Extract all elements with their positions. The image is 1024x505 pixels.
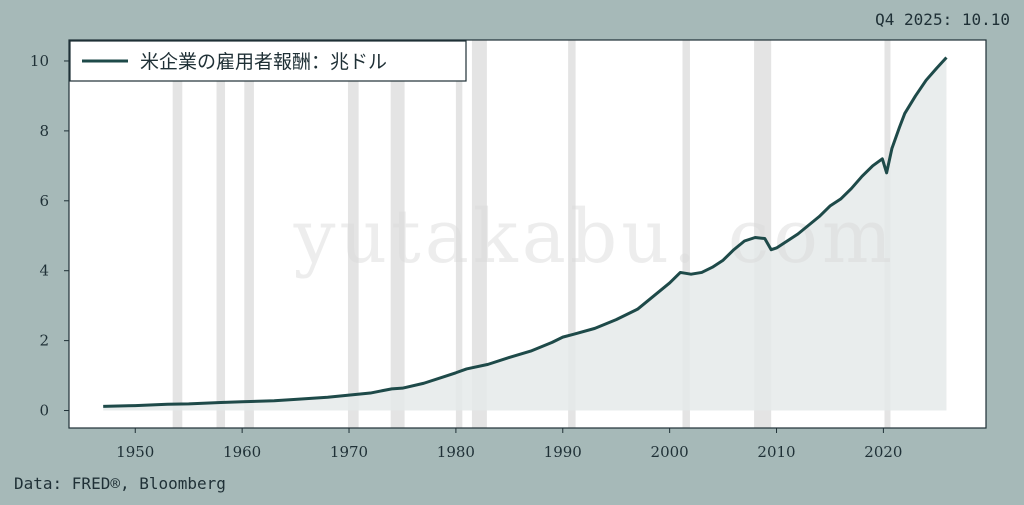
plot-frame bbox=[68, 39, 987, 429]
plot-area: yutakabu. com 0 2 4 6 8 10 1950 1960 1970 1980 1990… bbox=[30, 39, 987, 461]
recession-band bbox=[568, 40, 576, 428]
recession-band bbox=[216, 40, 226, 428]
watermark-text: yutakabu. com bbox=[293, 194, 897, 280]
x-tick-label: 1970 bbox=[330, 443, 368, 461]
x-tick-label: 2000 bbox=[651, 443, 689, 461]
y-tick-label: 10 bbox=[30, 52, 49, 70]
latest-value-label: Q4 2025: 10.10 bbox=[875, 10, 1010, 29]
x-tick-label: 2020 bbox=[864, 443, 902, 461]
recession-band bbox=[244, 40, 254, 428]
recession-band bbox=[455, 40, 463, 428]
recession-band bbox=[682, 40, 690, 428]
legend-label: 米企業の雇用者報酬：兆ドル bbox=[140, 51, 387, 73]
legend-box bbox=[69, 40, 467, 82]
series-area bbox=[103, 57, 947, 411]
y-tick-label: 6 bbox=[39, 192, 49, 210]
y-tick-label: 4 bbox=[39, 262, 49, 280]
series-line bbox=[103, 56, 948, 408]
x-tick-label: 2010 bbox=[757, 443, 795, 461]
y-tick-label: 8 bbox=[39, 122, 49, 140]
recession-band bbox=[390, 40, 405, 428]
x-tick-label: 1980 bbox=[437, 443, 475, 461]
y-tick-label: 2 bbox=[39, 332, 49, 350]
recession-band bbox=[471, 40, 487, 428]
x-tick-label: 1950 bbox=[116, 443, 154, 461]
y-tick-label: 0 bbox=[39, 402, 49, 420]
data-source-label: Data: FRED®, Bloomberg bbox=[14, 474, 226, 493]
recession-band bbox=[347, 40, 359, 428]
x-tick-label: 1960 bbox=[223, 443, 261, 461]
recession-band bbox=[172, 40, 183, 428]
x-tick-label: 1990 bbox=[544, 443, 582, 461]
